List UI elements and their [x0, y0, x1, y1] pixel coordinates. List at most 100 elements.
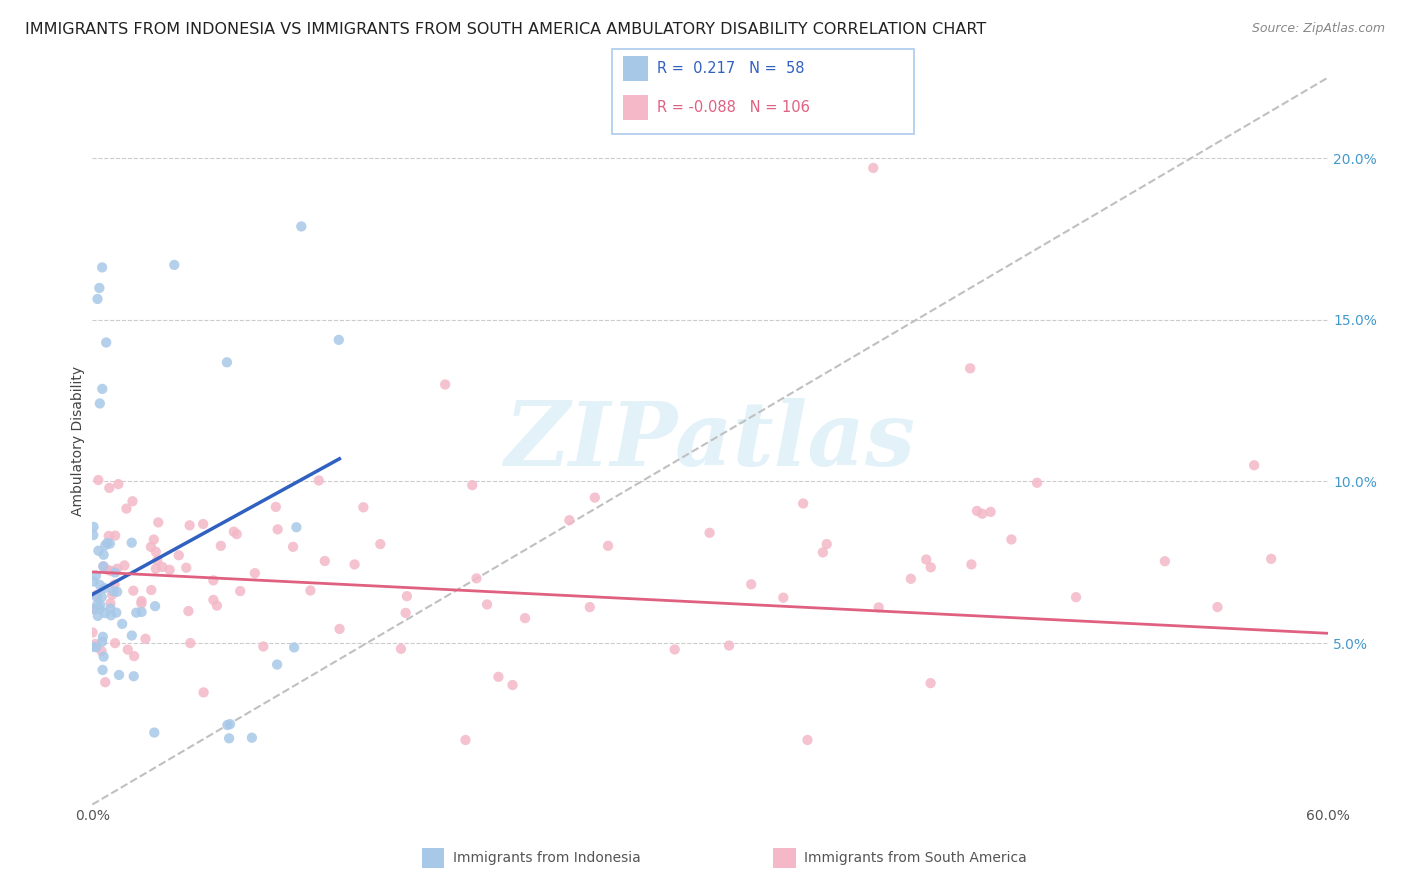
Point	[91, 260, 114, 275]
Point	[93, 649, 115, 664]
Point	[108, 668, 131, 682]
Point	[89, 601, 111, 615]
Point	[94, 538, 117, 552]
Point	[146, 553, 169, 567]
Point	[960, 558, 983, 572]
Point	[100, 608, 122, 623]
Point	[100, 597, 122, 611]
Point	[266, 522, 288, 536]
Point	[86, 588, 108, 602]
Point	[121, 628, 143, 642]
Point	[121, 494, 143, 508]
Point	[82, 640, 104, 654]
Point	[82, 528, 104, 542]
Point	[104, 528, 127, 542]
Point	[105, 584, 128, 599]
Point	[84, 637, 107, 651]
Point	[107, 477, 129, 491]
Point	[664, 642, 686, 657]
Point	[225, 527, 247, 541]
Point	[82, 602, 104, 616]
Point	[143, 599, 166, 614]
Point	[290, 219, 312, 234]
Point	[90, 644, 112, 658]
Point	[84, 640, 107, 655]
Point	[131, 605, 153, 619]
Point	[89, 396, 111, 410]
Point	[97, 529, 120, 543]
Point	[179, 518, 201, 533]
Point	[145, 545, 167, 559]
Point	[980, 505, 1002, 519]
Point	[98, 536, 121, 550]
Point	[131, 594, 153, 608]
Point	[121, 535, 143, 549]
Point	[1260, 552, 1282, 566]
Point	[266, 657, 288, 672]
Point	[87, 608, 110, 623]
Point	[159, 563, 181, 577]
Y-axis label: Ambulatory Disability: Ambulatory Disability	[72, 366, 86, 516]
Point	[868, 600, 890, 615]
Point	[920, 560, 942, 574]
Point	[100, 564, 122, 578]
Point	[1026, 475, 1049, 490]
Point	[94, 606, 117, 620]
Point	[1000, 533, 1022, 547]
Point	[134, 632, 156, 646]
Point	[191, 516, 214, 531]
Point	[454, 733, 477, 747]
Point	[87, 473, 110, 487]
Point	[240, 731, 263, 745]
Point	[82, 574, 104, 589]
Point	[718, 639, 741, 653]
Point	[163, 258, 186, 272]
Point	[915, 552, 938, 566]
Point	[352, 500, 374, 515]
Point	[142, 533, 165, 547]
Point	[96, 335, 118, 350]
Point	[343, 558, 366, 572]
Point	[792, 496, 814, 510]
Point	[86, 598, 108, 612]
Point	[122, 669, 145, 683]
Point	[202, 593, 225, 607]
Point	[815, 537, 838, 551]
Point	[101, 588, 124, 602]
Point	[125, 606, 148, 620]
Point	[329, 622, 352, 636]
Point	[368, 537, 391, 551]
Point	[91, 382, 114, 396]
Point	[1206, 600, 1229, 615]
Point	[98, 481, 121, 495]
Point	[465, 571, 488, 585]
Point	[583, 491, 606, 505]
Point	[193, 685, 215, 699]
Point	[87, 543, 110, 558]
Point	[91, 663, 114, 677]
Point	[174, 560, 197, 574]
Point	[145, 562, 167, 576]
Point	[104, 636, 127, 650]
Point	[205, 599, 228, 613]
Point	[900, 572, 922, 586]
Point	[93, 581, 115, 595]
Point	[389, 641, 412, 656]
Point	[93, 548, 115, 562]
Point	[558, 513, 581, 527]
Point	[86, 292, 108, 306]
Point	[596, 539, 619, 553]
Point	[578, 600, 600, 615]
Point	[131, 597, 153, 611]
Point	[395, 589, 418, 603]
Point	[796, 733, 818, 747]
Point	[167, 549, 190, 563]
Point	[117, 642, 139, 657]
Point	[91, 634, 114, 648]
Point	[91, 559, 114, 574]
Point	[150, 560, 173, 574]
Text: R =  0.217   N =  58: R = 0.217 N = 58	[657, 62, 804, 76]
Point	[94, 675, 117, 690]
Point	[1243, 458, 1265, 473]
Point	[86, 590, 108, 604]
